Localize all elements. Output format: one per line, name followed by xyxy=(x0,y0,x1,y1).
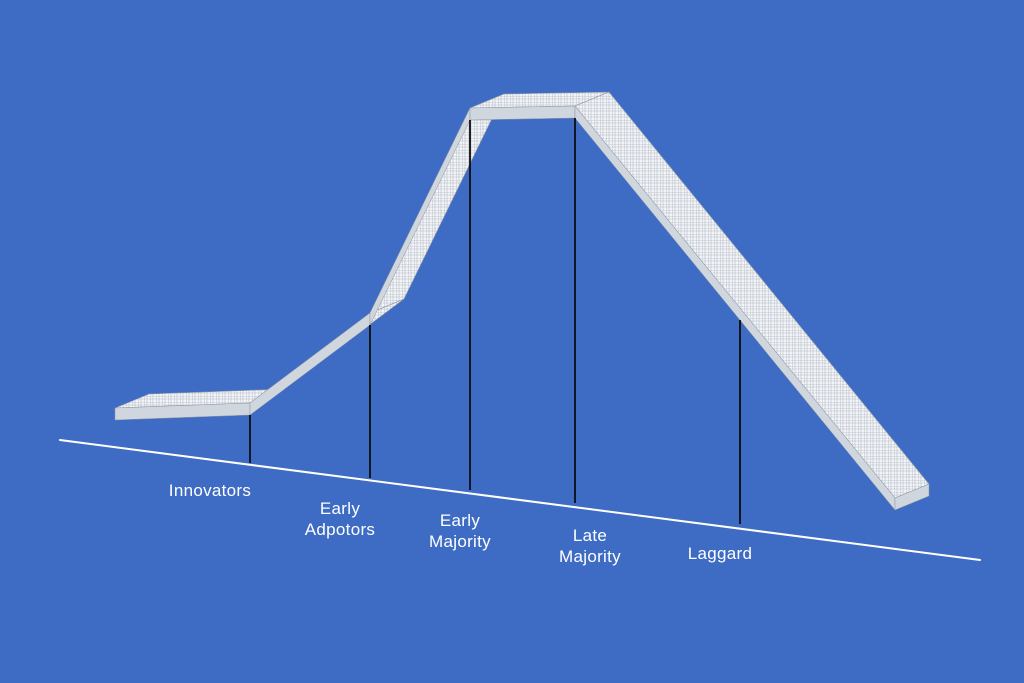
category-label-2: Early Majority xyxy=(429,510,491,553)
category-label-3: Late Majority xyxy=(559,525,621,568)
diffusion-curve-diagram: Innovators Early Adpotors Early Majority La… xyxy=(0,0,1024,683)
adoption-ribbon xyxy=(115,92,929,510)
category-label-0: Innovators xyxy=(169,480,251,501)
category-label-4: Laggard xyxy=(688,543,753,564)
category-label-1: Early Adpotors xyxy=(305,498,375,541)
diagram-svg xyxy=(0,0,1024,683)
